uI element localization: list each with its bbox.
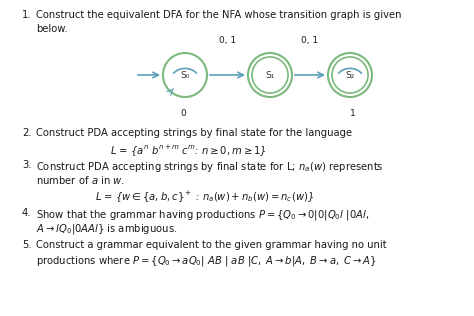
- Text: S₀: S₀: [180, 70, 190, 80]
- Text: L = {$w \in \{a, b, c\}^+$ : $n_a(w) + n_b(w) = n_c(w)$}: L = {$w \in \{a, b, c\}^+$ : $n_a(w) + n…: [95, 189, 314, 204]
- Text: Construct a grammar equivalent to the given grammar having no unit: Construct a grammar equivalent to the gi…: [36, 240, 387, 250]
- Text: 0: 0: [180, 109, 186, 118]
- Text: 5.: 5.: [22, 240, 32, 250]
- Text: Show that the grammar having productions $P =\{Q_0 \rightarrow 0|0|Q_0l\ |0Al,$: Show that the grammar having productions…: [36, 208, 369, 222]
- Text: productions where $P = \{Q_0 \rightarrow aQ_0|\ AB\ |\ aB\ |C,\ A\rightarrow b|A: productions where $P = \{Q_0 \rightarrow…: [36, 254, 377, 268]
- Text: S₁: S₁: [265, 70, 275, 80]
- Text: 0, 1: 0, 1: [219, 36, 236, 45]
- Text: Construct PDA accepting strings by final state for the language: Construct PDA accepting strings by final…: [36, 128, 352, 138]
- Text: $A\rightarrow lQ_0|0AAl\}$ is ambiguous.: $A\rightarrow lQ_0|0AAl\}$ is ambiguous.: [36, 222, 177, 236]
- Text: Construct the equivalent DFA for the NFA whose transition graph is given: Construct the equivalent DFA for the NFA…: [36, 10, 401, 20]
- Text: Construct PDA accepting strings by final state for L; $n_a(w)$ represents: Construct PDA accepting strings by final…: [36, 160, 384, 174]
- Text: 3.: 3.: [22, 160, 31, 170]
- Text: L = {$a^n$ $b^{n+m}$ $c^m$: $n \geq 0, m \geq 1$}: L = {$a^n$ $b^{n+m}$ $c^m$: $n \geq 0, m…: [110, 143, 267, 158]
- Text: 0, 1: 0, 1: [301, 36, 319, 45]
- Text: 1: 1: [350, 109, 356, 118]
- Text: below.: below.: [36, 24, 68, 34]
- Text: 4.: 4.: [22, 208, 31, 218]
- Text: S₂: S₂: [346, 70, 355, 80]
- Text: number of $a$ in $w$.: number of $a$ in $w$.: [36, 174, 125, 186]
- Text: 2.: 2.: [22, 128, 32, 138]
- Text: 1.: 1.: [22, 10, 32, 20]
